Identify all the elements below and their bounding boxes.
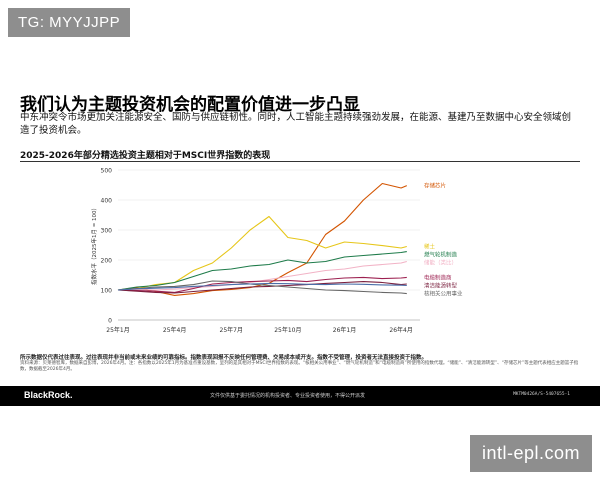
slide: 我们认为主题投资机会的配置价值进一步凸显 中东冲突令市场更加关注能源安全、国防与… <box>0 70 600 412</box>
series-line <box>117 281 407 294</box>
footer-note: 文件仅供基于委托情况的机构投资者、专业投资者使用，不得公开派发 <box>210 393 366 399</box>
series-line <box>117 276 407 293</box>
series-end-label: 核相关公用事业 <box>424 290 463 298</box>
x-tick-label: 25年4月 <box>163 326 186 334</box>
footnote-bold: 所示数据仅代表过往表现。过往表现并非当前或未来业绩的可靠指标。指数表现回报不反映… <box>20 355 428 361</box>
series-end-label: 清洁能源转型 <box>424 281 458 289</box>
y-axis-label: 指数水平（2025年1月 = 100） <box>90 205 98 285</box>
y-tick-label: 400 <box>101 198 113 205</box>
x-tick-label: 26年4月 <box>389 326 412 334</box>
chart-heading: 2025-2026年部分精选投资主题相对于MSCI世界指数的表现 <box>20 151 271 161</box>
y-tick-label: 100 <box>101 288 113 295</box>
line-chart: 0 100 200 300 400 500 25年1月 25年4月 25年7月 25年10月 26年… <box>90 168 463 335</box>
y-tick-label: 0 <box>108 318 112 325</box>
watermark-top-left: TG: MYYJJPP <box>8 8 131 37</box>
x-tick-label: 25年10月 <box>274 326 301 334</box>
series-line <box>117 251 407 291</box>
series-end-label: 稀土 <box>424 243 436 251</box>
y-tick-label: 200 <box>101 258 113 265</box>
y-tick-label: 500 <box>101 168 113 175</box>
series-end-label: 存储芯片 <box>424 182 446 190</box>
slide-subtitle: 中东冲突令市场更加关注能源安全、国防与供应链韧性。同时，人工智能主题持续强劲发展… <box>20 112 572 136</box>
brand-logo: BlackRock. <box>24 390 73 400</box>
series-end-label: 燃气轮机制造 <box>424 251 458 259</box>
x-tick-label: 25年7月 <box>220 326 243 334</box>
watermark-bottom-right: intl-epl.com <box>469 435 592 472</box>
series-end-label: 储能（类比） <box>424 259 457 267</box>
x-tick-label: 26年1月 <box>333 326 356 334</box>
page-code: MKTM0426A/S-5407655-1 <box>513 392 570 397</box>
series-line <box>117 280 407 295</box>
series-line <box>117 282 407 291</box>
series-line <box>117 215 407 291</box>
y-tick-label: 300 <box>101 228 113 235</box>
slide-title: 我们认为主题投资机会的配置价值进一步凸显 <box>20 95 360 115</box>
series-line <box>117 260 407 291</box>
chart-heading-rule <box>20 161 580 162</box>
x-tick-label: 25年1月 <box>106 326 129 334</box>
footer-bar: BlackRock. 文件仅供基于委托情况的机构投资者、专业投资者使用，不得公开… <box>0 386 600 406</box>
footnote-text: 资料来源：贝莱德智库，数据来自彭博，2026年4月。注：各指数以2025年1月为… <box>20 361 579 372</box>
series-end-label: 电缆制造商 <box>424 273 452 281</box>
